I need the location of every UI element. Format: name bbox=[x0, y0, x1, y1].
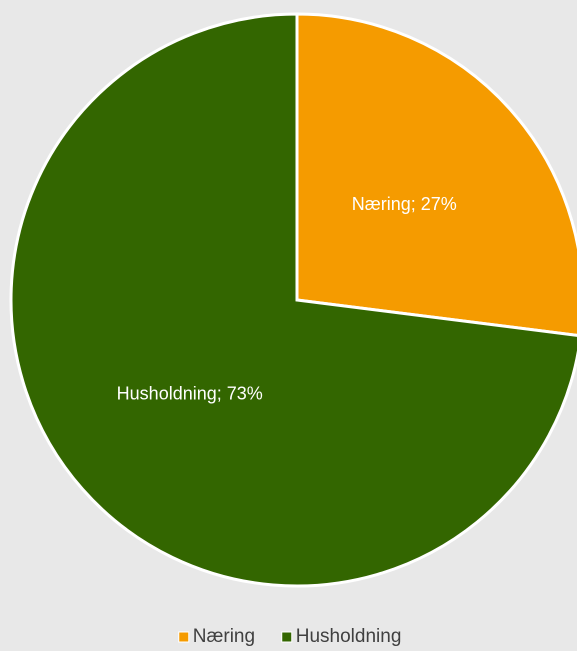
data-label: Husholdning; 73% bbox=[117, 383, 263, 403]
legend-swatch bbox=[281, 631, 293, 643]
pie-slice bbox=[9, 12, 577, 588]
legend-swatch bbox=[178, 631, 190, 643]
legend-label: Næring bbox=[193, 626, 255, 647]
data-label: Næring; 27% bbox=[352, 194, 457, 214]
pie-slice bbox=[295, 12, 577, 337]
legend-label: Husholdning bbox=[296, 626, 402, 647]
